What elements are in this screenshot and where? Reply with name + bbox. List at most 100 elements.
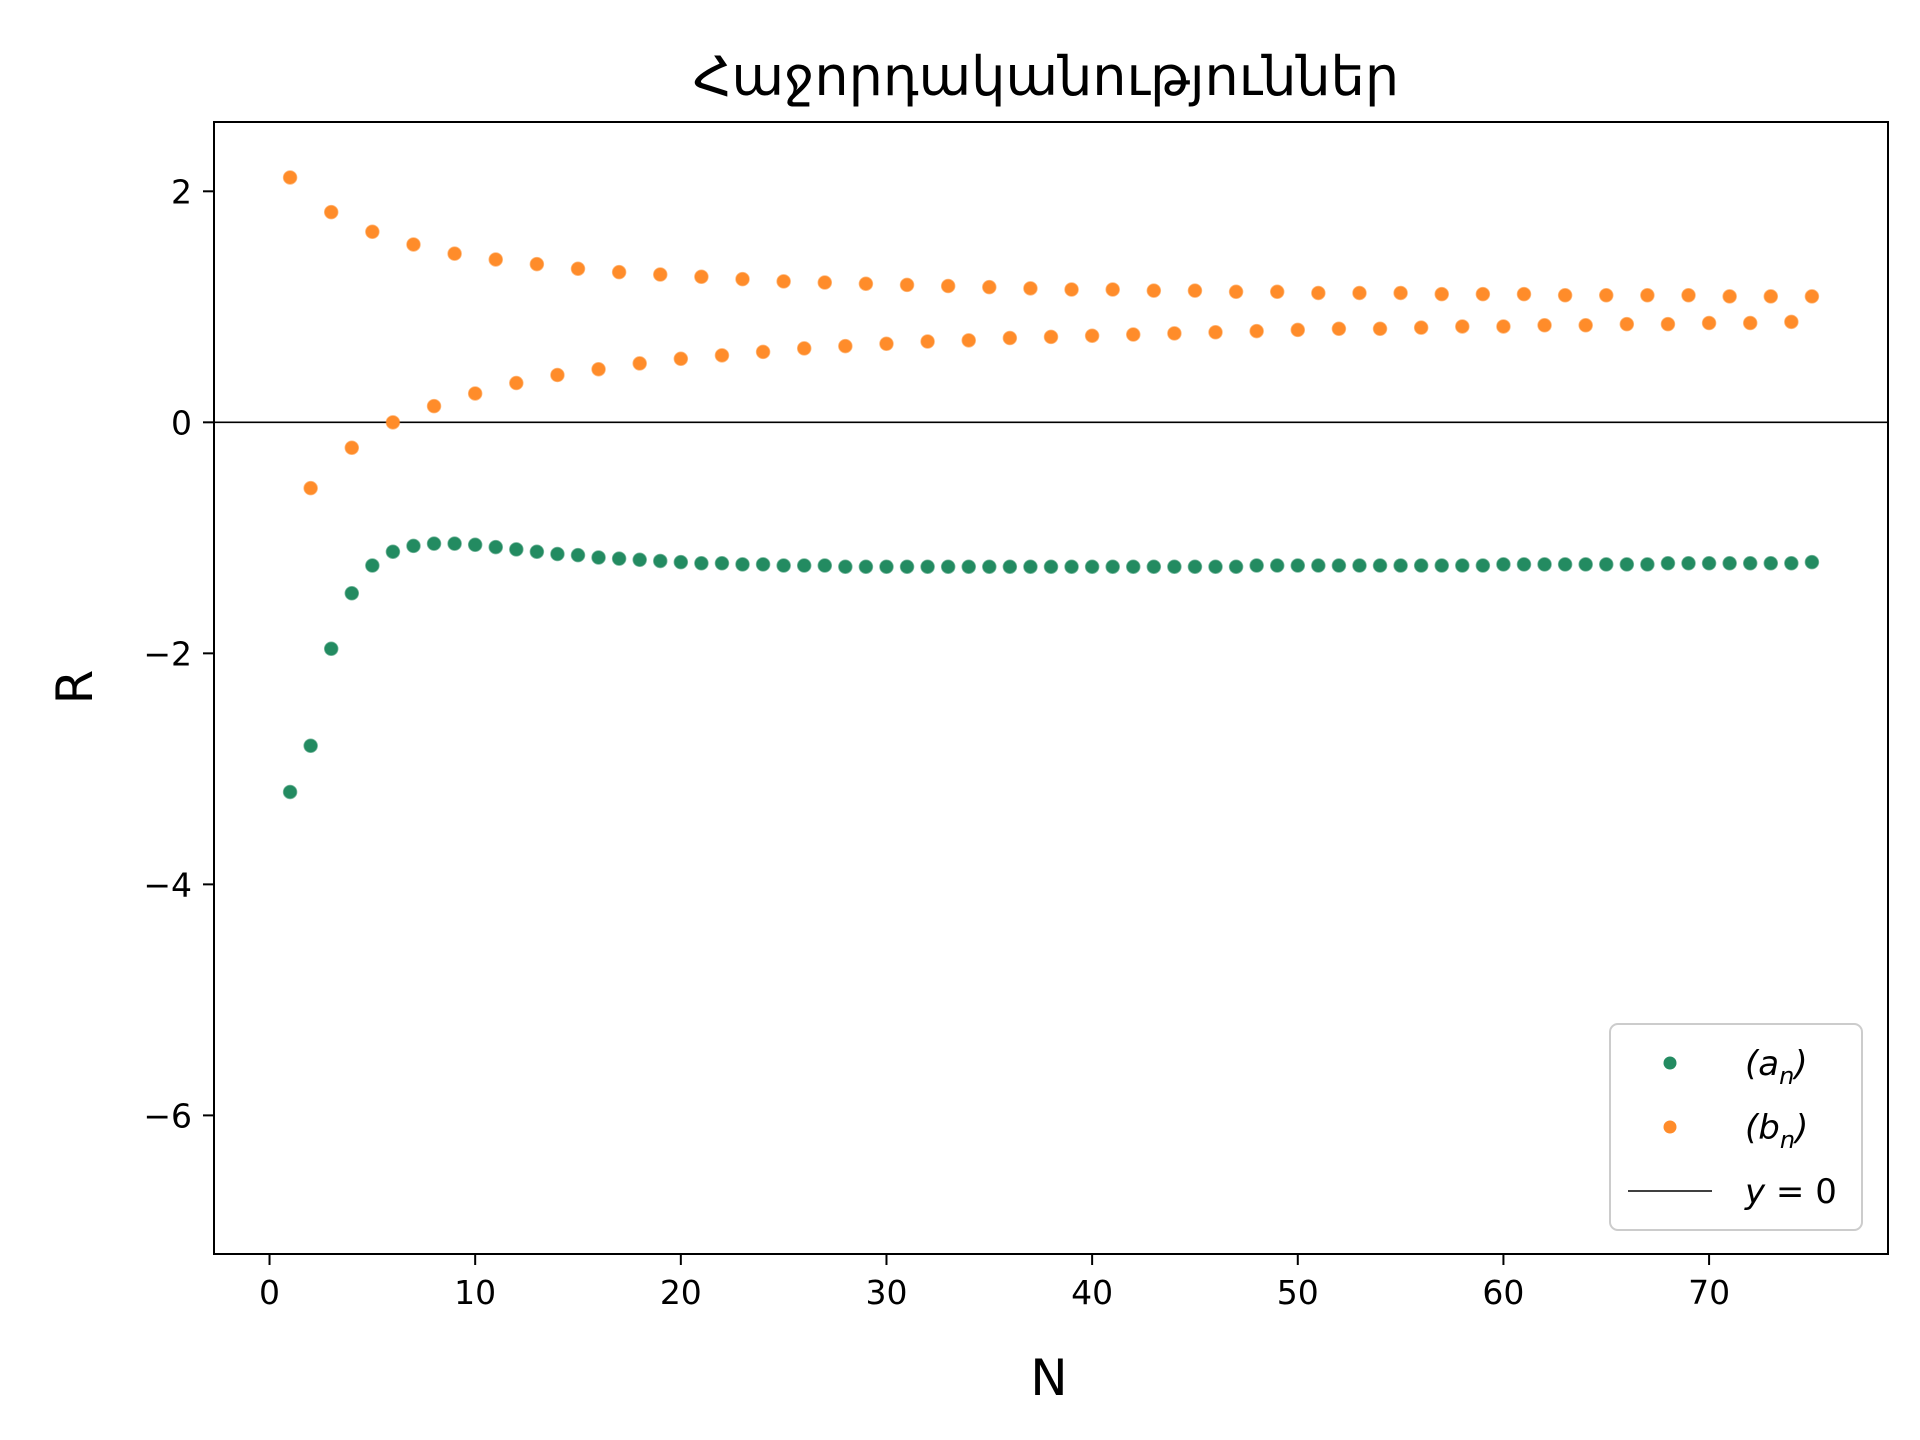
data-point-a	[1352, 558, 1367, 573]
data-points	[282, 170, 1820, 800]
data-point-a	[899, 559, 915, 574]
data-point-b	[1660, 316, 1676, 332]
data-point-a	[1660, 555, 1676, 571]
data-point-b	[1557, 288, 1573, 303]
data-point-a	[1701, 555, 1717, 571]
data-point-a	[1187, 559, 1203, 574]
x-tick-label: 40	[1071, 1273, 1113, 1312]
data-point-a	[1681, 555, 1696, 571]
data-point-a	[1763, 555, 1779, 571]
data-point-b	[365, 224, 380, 239]
data-point-b	[982, 279, 997, 295]
data-point-a	[1228, 559, 1244, 574]
data-point-a	[694, 555, 709, 571]
data-point-b	[1681, 288, 1696, 303]
data-point-a	[796, 558, 812, 573]
data-point-b	[488, 252, 503, 267]
data-point-a	[1146, 559, 1162, 574]
data-point-a	[1043, 559, 1059, 574]
x-tick-label: 10	[454, 1273, 496, 1312]
legend-box	[1609, 1023, 1863, 1231]
data-point-b	[838, 338, 853, 354]
data-point-a	[406, 538, 421, 554]
data-point-b	[858, 276, 874, 291]
data-point-a	[509, 542, 524, 557]
legend-marker-a	[1663, 1056, 1677, 1070]
data-point-a	[1084, 559, 1100, 574]
y-tick-label: −2	[143, 634, 192, 673]
data-point-b	[570, 261, 586, 276]
y-axis: 2 0 −2 −4 −6	[143, 172, 214, 1135]
x-tick-label: 0	[259, 1273, 280, 1312]
data-point-b	[1228, 284, 1244, 300]
data-point-a	[1537, 557, 1552, 572]
chart-title: Հաջորդականություններ	[693, 45, 1399, 108]
legend-label-b: (bn)	[1745, 1108, 1808, 1154]
data-point-a	[1311, 558, 1326, 573]
data-point-a	[1722, 555, 1737, 571]
data-point-a	[282, 784, 298, 800]
data-point-b	[920, 334, 935, 349]
data-point-a	[1064, 559, 1079, 574]
x-axis: 0 10 20 30 40 50 60 70	[259, 1254, 1730, 1312]
y-axis-label: R	[46, 670, 104, 705]
data-point-a	[755, 557, 771, 572]
y-tick-label: 0	[171, 403, 192, 442]
data-point-b	[447, 246, 462, 261]
data-point-b	[323, 204, 339, 220]
data-point-a	[673, 554, 689, 570]
data-point-b	[1619, 316, 1635, 332]
data-point-a	[570, 547, 586, 563]
data-point-a	[940, 559, 956, 574]
data-point-a	[1742, 555, 1758, 571]
data-point-b	[550, 367, 565, 383]
data-point-b	[467, 386, 483, 401]
data-point-b	[632, 356, 647, 371]
data-point-a	[1578, 557, 1593, 572]
data-point-a	[303, 738, 318, 754]
data-point-a	[1784, 555, 1799, 571]
data-point-b	[776, 274, 791, 289]
data-point-a	[1619, 557, 1635, 572]
y-tick-label: −6	[143, 1096, 192, 1135]
data-point-b	[961, 333, 976, 348]
data-point-b	[1167, 326, 1182, 341]
x-tick-label: 50	[1277, 1273, 1319, 1312]
data-point-b	[1537, 318, 1552, 333]
data-point-b	[1599, 288, 1614, 303]
data-point-b	[1002, 330, 1018, 346]
data-point-b	[1146, 283, 1162, 298]
data-point-a	[1434, 558, 1449, 573]
data-point-b	[673, 351, 689, 367]
data-point-b	[714, 348, 730, 363]
data-point-b	[1352, 285, 1367, 301]
data-point-b	[529, 256, 545, 272]
data-point-b	[899, 277, 915, 293]
data-point-a	[1599, 557, 1614, 572]
data-point-b	[1742, 315, 1758, 331]
data-point-b	[796, 341, 812, 356]
legend-label-y0: y = 0	[1744, 1172, 1837, 1212]
data-point-b	[1208, 324, 1223, 340]
data-point-b	[1249, 323, 1264, 339]
data-point-a	[1105, 559, 1120, 574]
data-point-b	[1763, 289, 1779, 304]
data-point-a	[488, 539, 503, 555]
y-tick-label: −4	[143, 865, 192, 904]
data-point-a	[1249, 558, 1264, 573]
data-point-b	[653, 267, 668, 282]
data-point-b	[282, 170, 298, 185]
data-point-a	[1269, 558, 1285, 573]
data-point-a	[982, 559, 997, 574]
data-point-b	[591, 361, 606, 377]
data-point-b	[1290, 322, 1306, 338]
data-point-b	[755, 344, 771, 360]
data-point-b	[344, 440, 360, 455]
data-point-a	[365, 558, 380, 573]
data-point-a	[1290, 558, 1306, 573]
data-point-b	[1578, 318, 1593, 333]
data-point-a	[1516, 557, 1532, 572]
data-point-a	[1208, 559, 1223, 574]
